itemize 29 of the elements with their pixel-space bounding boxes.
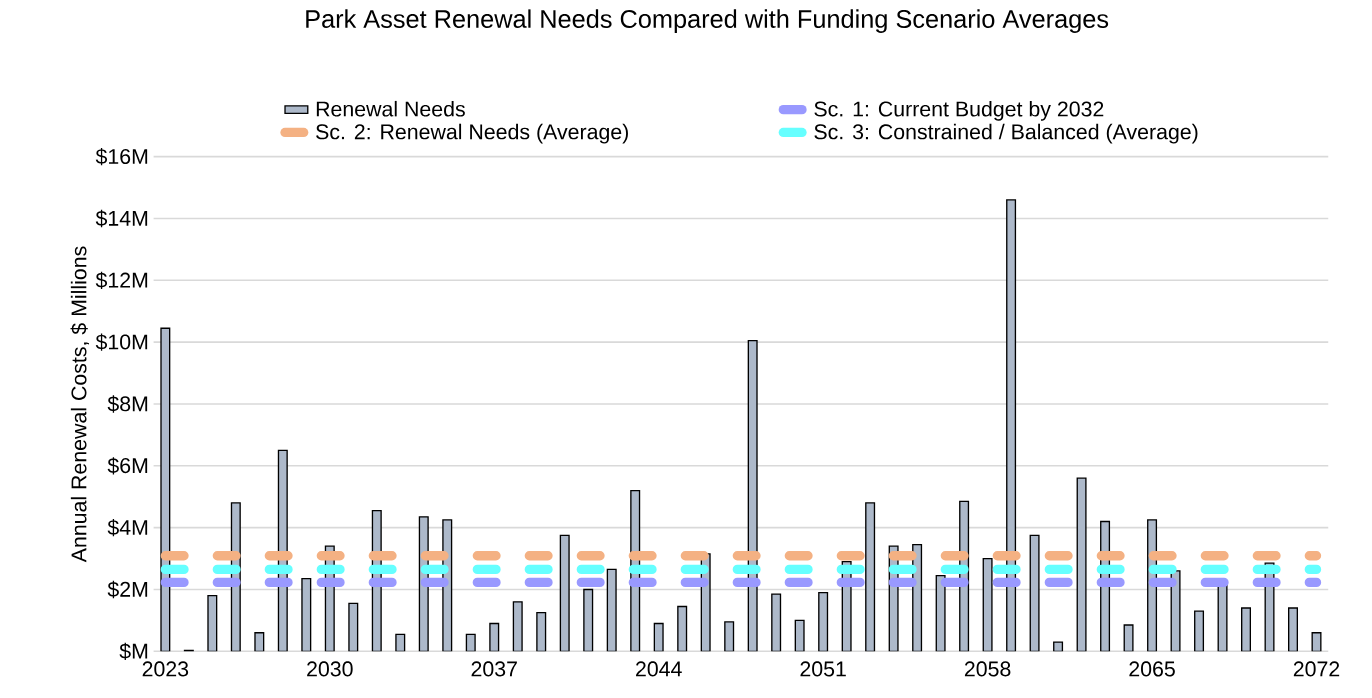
bar — [1288, 607, 1299, 652]
bar — [771, 593, 782, 652]
y-tick-label: $M — [119, 642, 148, 660]
x-tick-label: 2037 — [471, 661, 517, 677]
y-tick-label: $12M — [95, 271, 148, 289]
y-tick-label: $4M — [107, 519, 148, 537]
legend-label: Sc. 1: Current Budget by 2032 — [814, 100, 1104, 121]
x-tick-label: 2065 — [1129, 661, 1175, 677]
bar — [1194, 610, 1205, 652]
bar — [818, 591, 829, 652]
legend-label: Sc. 2: Renewal Needs (Average) — [316, 123, 628, 144]
x-tick-label: 2072 — [1293, 661, 1340, 677]
x-tick-label: 2058 — [964, 661, 1011, 677]
legend-label: Sc. 3: Constrained / Balanced (Average) — [814, 123, 1198, 144]
bar — [1241, 607, 1252, 652]
y-axis-title: Annual Renewal Costs, $ Millions — [70, 246, 90, 563]
x-tick-label: 2030 — [307, 661, 353, 677]
y-tick-label: $2M — [107, 580, 148, 599]
x-tick-label: 2044 — [636, 661, 682, 677]
y-tick-label: $8M — [107, 395, 148, 413]
y-tick-label: $6M — [107, 457, 148, 475]
y-tick-label: $14M — [95, 209, 148, 228]
y-tick-label: $16M — [95, 148, 148, 166]
x-tick-label: 2051 — [800, 661, 846, 677]
chart-title: Park Asset Renewal Needs Compared with Funding Scenario Averages — [306, 9, 1109, 33]
bar — [865, 502, 876, 652]
x-tick-label: 2023 — [142, 661, 189, 677]
y-tick-label: $10M — [95, 333, 148, 351]
legend-label: Renewal Needs — [316, 100, 465, 117]
